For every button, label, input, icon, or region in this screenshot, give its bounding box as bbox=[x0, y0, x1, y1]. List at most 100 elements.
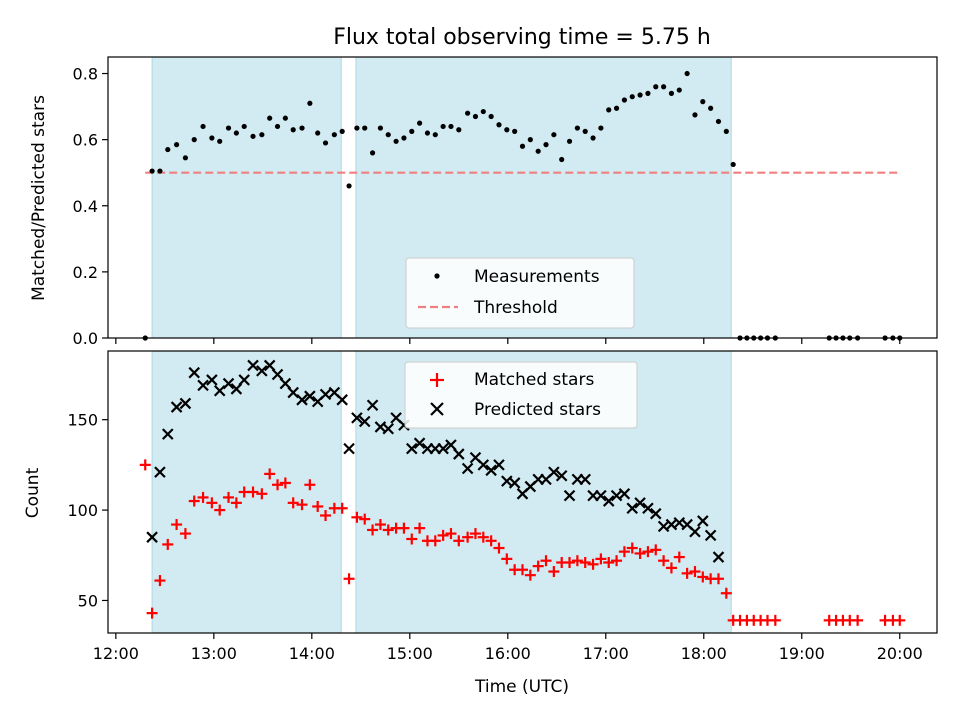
matched-star-point bbox=[642, 546, 654, 558]
top-legend-box bbox=[405, 257, 635, 329]
predicted-star-point bbox=[437, 442, 449, 455]
predicted-star-point bbox=[626, 502, 639, 515]
matched-star-point bbox=[272, 479, 284, 491]
measurement-point bbox=[346, 183, 352, 189]
matched-star-point bbox=[603, 557, 615, 568]
measurement-point bbox=[527, 137, 533, 143]
predicted-star-point bbox=[642, 502, 654, 515]
x-tick-label: 12:00 bbox=[93, 644, 139, 663]
top-y-tick-label: 0.6 bbox=[73, 131, 98, 150]
measurement-point bbox=[225, 125, 232, 131]
matched-star-point bbox=[304, 479, 316, 491]
legend-matched-label: Matched stars bbox=[474, 370, 594, 390]
predicted-star-point bbox=[579, 473, 591, 486]
x-axis-label: Time (UTC) bbox=[474, 677, 569, 697]
measurement-point bbox=[377, 125, 384, 131]
legend-measurements-label: Measurements bbox=[474, 267, 600, 287]
measurement-point bbox=[598, 125, 604, 131]
matched-star-point bbox=[197, 491, 209, 503]
predicted-star-point bbox=[343, 442, 355, 455]
matched-star-point bbox=[406, 533, 418, 545]
matched-star-point bbox=[720, 587, 732, 599]
matched-star-point bbox=[171, 519, 183, 531]
matched-star-point bbox=[230, 497, 242, 509]
matched-star-point bbox=[336, 502, 348, 514]
measurement-point bbox=[299, 125, 305, 131]
matched-star-point bbox=[374, 519, 386, 531]
measurement-point bbox=[551, 132, 557, 138]
predicted-star-point bbox=[413, 437, 426, 449]
matched-star-point bbox=[256, 488, 268, 500]
matched-star-point bbox=[894, 614, 906, 626]
matched-star-point bbox=[681, 567, 693, 579]
x-tick-label: 17:00 bbox=[583, 644, 629, 663]
matched-star-point bbox=[564, 557, 576, 568]
predicted-star-point bbox=[602, 495, 615, 507]
measurement-point bbox=[393, 138, 399, 144]
predicted-star-point bbox=[304, 390, 316, 402]
measurement-point bbox=[362, 125, 368, 131]
top-y-tick-label: 0.2 bbox=[73, 263, 98, 282]
matched-star-point bbox=[429, 535, 441, 547]
top-y-axis-label: Matched/Predicted stars bbox=[29, 95, 49, 301]
predicted-star-point bbox=[485, 464, 497, 477]
measurement-point bbox=[233, 130, 239, 136]
matched-star-point bbox=[611, 555, 623, 567]
predicted-star-point bbox=[382, 422, 395, 435]
matched-star-point bbox=[247, 486, 259, 498]
predicted-star-point bbox=[336, 394, 348, 406]
x-tick-label: 15:00 bbox=[387, 644, 433, 663]
predicted-star-point bbox=[197, 379, 209, 392]
legend-predicted-marker bbox=[430, 402, 444, 416]
matched-star-point bbox=[579, 557, 591, 568]
measurement-point bbox=[456, 127, 462, 133]
matched-star-point bbox=[264, 468, 276, 480]
matched-star-point bbox=[658, 555, 670, 567]
measurement-point bbox=[409, 128, 415, 134]
matched-star-point bbox=[689, 566, 701, 578]
bottom-legend-box bbox=[404, 361, 638, 429]
measurement-point bbox=[535, 148, 541, 154]
matched-star-point bbox=[618, 546, 630, 558]
matched-star-point bbox=[571, 555, 583, 567]
measurement-point bbox=[424, 130, 431, 136]
x-tick-label: 14:00 bbox=[289, 644, 335, 663]
matched-star-point bbox=[540, 555, 552, 567]
measurement-point bbox=[432, 132, 438, 138]
matched-star-point bbox=[214, 504, 226, 516]
measurement-point bbox=[613, 105, 620, 111]
measurement-point bbox=[715, 118, 722, 125]
matched-star-point bbox=[343, 573, 355, 585]
matched-star-point bbox=[852, 614, 864, 626]
measurement-point bbox=[417, 120, 423, 126]
predicted-star-point bbox=[213, 384, 226, 397]
legend-measurements-marker bbox=[434, 273, 440, 279]
predicted-star-point bbox=[649, 507, 662, 520]
matched-star-point bbox=[279, 477, 291, 489]
matched-star-point bbox=[712, 573, 724, 585]
matched-star-point bbox=[501, 553, 513, 565]
measurement-point bbox=[465, 110, 471, 116]
measurement-point bbox=[440, 123, 446, 130]
bottom-panel-frame bbox=[107, 350, 938, 634]
matched-star-point bbox=[697, 571, 709, 583]
measurement-point bbox=[559, 156, 565, 163]
measurement-point bbox=[385, 132, 391, 138]
matched-star-point bbox=[437, 529, 449, 541]
measurement-point bbox=[708, 105, 714, 111]
measurement-point bbox=[653, 84, 659, 90]
predicted-star-point bbox=[351, 412, 363, 424]
measurement-point bbox=[322, 140, 329, 146]
predicted-star-point bbox=[697, 515, 709, 527]
matched-star-point bbox=[382, 524, 394, 536]
top-y-tick-label: 0.0 bbox=[73, 329, 98, 348]
measurement-point bbox=[401, 135, 407, 141]
legend-predicted-label: Predicted stars bbox=[474, 400, 601, 420]
measurement-point bbox=[676, 87, 682, 93]
measurement-point bbox=[209, 135, 215, 141]
matched-star-point bbox=[462, 531, 474, 543]
bottom-y-axis-label: Count bbox=[23, 467, 43, 518]
matched-star-point bbox=[179, 528, 191, 540]
measurement-point bbox=[157, 168, 163, 174]
